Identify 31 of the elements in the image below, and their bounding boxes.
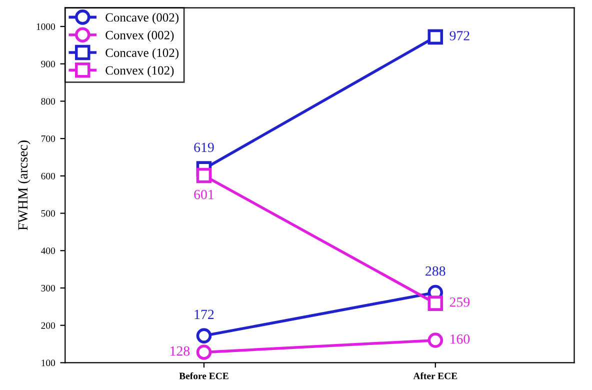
y-axis-title: FWHM (arcsec)	[18, 140, 30, 230]
data-label: 601	[194, 190, 214, 200]
legend-label: Convex (002)	[106, 30, 174, 42]
y-tick-label: 300	[41, 284, 56, 292]
y-tick-label: 700	[41, 135, 56, 142]
point	[428, 332, 444, 348]
point	[428, 296, 444, 311]
x-tick-label: After ECE	[413, 372, 458, 380]
point	[196, 168, 212, 184]
data-label: 128	[170, 346, 190, 356]
data-label: 972	[450, 31, 470, 40]
y-tick-label: 400	[41, 248, 56, 254]
y-tick-label: 200	[41, 322, 56, 329]
y-tick-label: 600	[41, 172, 56, 180]
legend-label: Concave (002)	[106, 12, 179, 24]
y-tick-label: 900	[41, 60, 56, 68]
y-tick-label: 100	[42, 360, 56, 366]
x-tick-label: Before ECE	[179, 372, 228, 380]
data-label: 619	[194, 142, 214, 152]
y-tick-label: 800	[41, 98, 56, 105]
data-label: 172	[194, 310, 214, 319]
y-tick-label: 1000	[36, 23, 56, 30]
point	[428, 29, 444, 45]
point	[196, 344, 212, 360]
point	[196, 328, 212, 344]
data-label: 160	[450, 334, 470, 344]
legend-label: Concave (102)	[106, 48, 179, 60]
data-label: 288	[426, 266, 446, 276]
legend-label: Convex (102)	[106, 66, 174, 78]
data-label: 259	[450, 297, 470, 307]
y-tick-label: 500	[41, 210, 56, 217]
